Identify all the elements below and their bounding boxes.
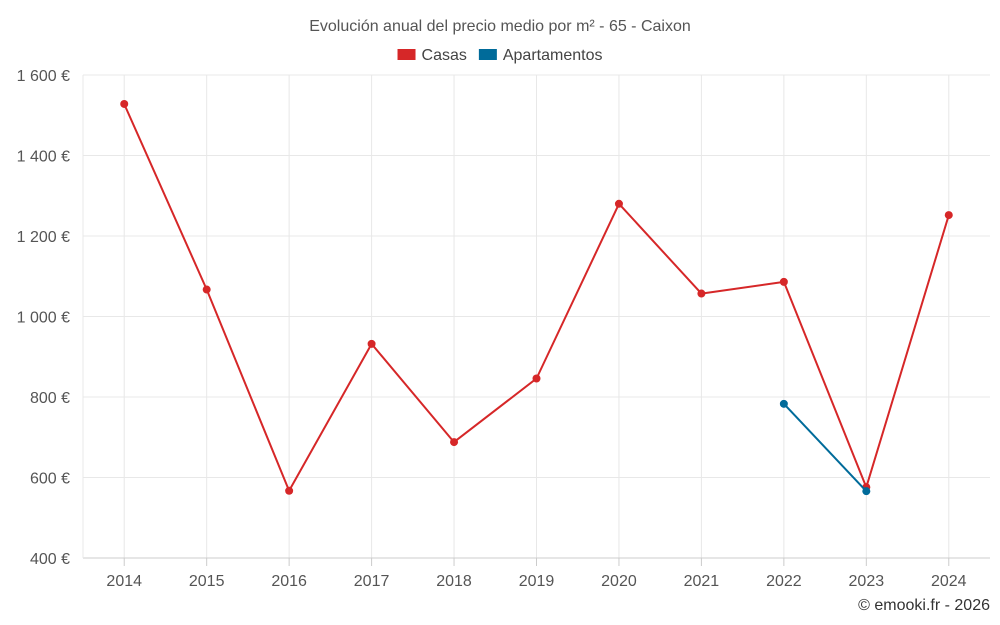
- x-tick-label: 2016: [271, 573, 307, 590]
- legend-label: Apartamentos: [503, 47, 603, 64]
- y-tick-label: 1 400 €: [17, 149, 70, 166]
- x-tick-label: 2014: [106, 573, 142, 590]
- data-point-casas: [697, 289, 706, 298]
- data-point-casas: [532, 374, 541, 383]
- data-point-casas: [202, 285, 211, 294]
- y-tick-label: 400 €: [30, 551, 70, 568]
- data-point-casas: [944, 211, 953, 220]
- data-point-casas: [367, 339, 376, 348]
- y-tick-label: 600 €: [30, 471, 70, 488]
- series-line-apartamentos: [783, 403, 868, 492]
- x-tick-label: 2022: [766, 573, 802, 590]
- data-point-casas: [779, 277, 788, 286]
- y-tick-label: 1 000 €: [17, 310, 70, 327]
- x-tick-label: 2015: [189, 573, 225, 590]
- x-tick-label: 2019: [519, 573, 555, 590]
- grid-lines: [83, 74, 990, 558]
- data-point-apartamentos: [779, 399, 788, 408]
- data-point-casas: [614, 199, 623, 208]
- x-tick-label: 2020: [601, 573, 637, 590]
- legend-swatch: [478, 49, 497, 60]
- credit-text: © emooki.fr - 2026: [858, 597, 990, 614]
- chart-legend: Casas Apartamentos: [397, 47, 603, 64]
- series-apartamentos: [779, 399, 871, 496]
- legend-swatch: [397, 49, 416, 60]
- legend-item-casas: Casas: [397, 47, 467, 64]
- x-tick-label: 2021: [684, 573, 720, 590]
- legend-item-apartamentos: Apartamentos: [478, 47, 603, 64]
- x-tick-label: 2023: [849, 573, 885, 590]
- x-tick-label: 2024: [931, 573, 967, 590]
- data-point-apartamentos: [862, 487, 871, 496]
- series-layer: [120, 99, 953, 496]
- x-tick-label: 2018: [436, 573, 472, 590]
- series-casas: [120, 99, 953, 495]
- chart-title: Evolución anual del precio medio por m² …: [309, 18, 691, 35]
- x-tick-label: 2017: [354, 573, 390, 590]
- data-point-casas: [450, 438, 459, 447]
- y-tick-label: 1 600 €: [17, 68, 70, 85]
- y-tick-label: 1 200 €: [17, 229, 70, 246]
- axes: 400 € 600 € 800 € 1 000 € 1 200 € 1 400 € 1 60…: [17, 68, 990, 590]
- data-point-casas: [285, 486, 294, 495]
- data-point-casas: [120, 99, 129, 108]
- y-tick-label: 800 €: [30, 390, 70, 407]
- legend-label: Casas: [422, 47, 467, 64]
